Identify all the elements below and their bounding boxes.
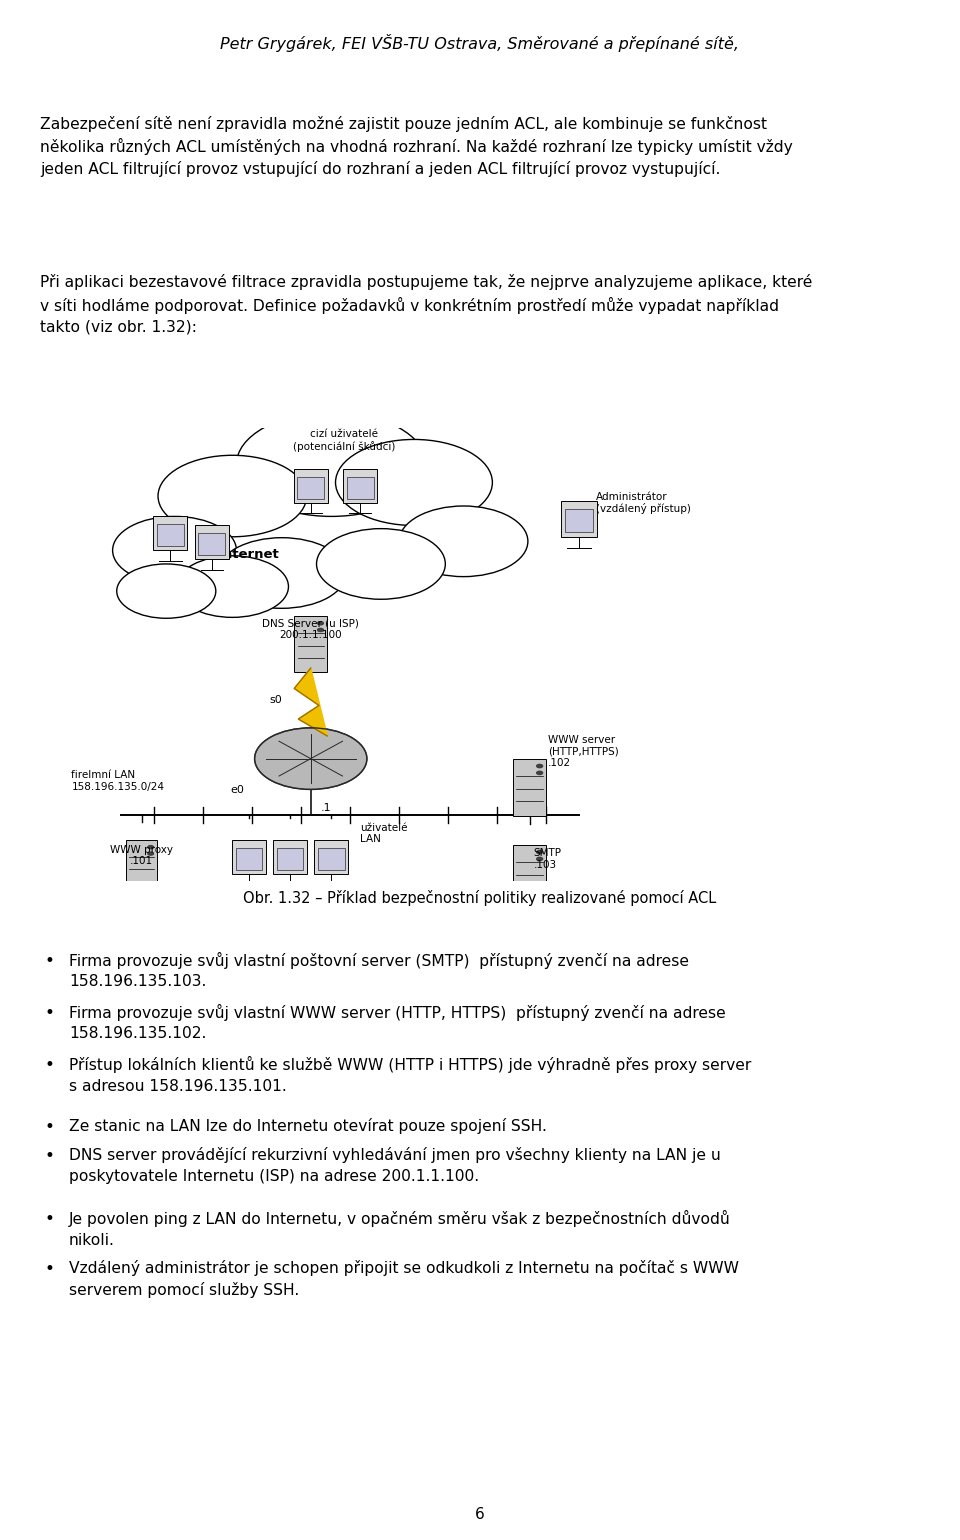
Text: Ze stanic na LAN lze do Internetu otevírat pouze spojení SSH.: Ze stanic na LAN lze do Internetu otevír… xyxy=(69,1118,547,1133)
FancyBboxPatch shape xyxy=(231,841,266,875)
Text: •: • xyxy=(45,1118,55,1137)
Text: Vzdálený administrátor je schopen připojit se odkudkoli z Internetu na počítač s: Vzdálený administrátor je schopen připoj… xyxy=(69,1260,739,1298)
FancyBboxPatch shape xyxy=(294,468,327,504)
Text: •: • xyxy=(45,1004,55,1023)
Text: WWW server
(HTTP,HTTPS)
.102: WWW server (HTTP,HTTPS) .102 xyxy=(548,735,618,768)
Circle shape xyxy=(318,628,324,631)
Text: 6: 6 xyxy=(475,1506,485,1522)
Circle shape xyxy=(148,852,154,855)
Text: Administrátor
(vzdálený přístup): Administrátor (vzdálený přístup) xyxy=(595,491,690,514)
FancyBboxPatch shape xyxy=(276,849,303,870)
Circle shape xyxy=(148,845,154,849)
FancyBboxPatch shape xyxy=(318,849,345,870)
Circle shape xyxy=(112,516,236,584)
Text: Firma provozuje svůj vlastní poštovní server (SMTP)  přístupný zvenčí na adrese
: Firma provozuje svůj vlastní poštovní se… xyxy=(69,952,689,989)
FancyBboxPatch shape xyxy=(347,477,373,499)
Text: Petr Grygárek, FEI VŠB-TU Ostrava, Směrované a přepínané sítě,: Petr Grygárek, FEI VŠB-TU Ostrava, Směro… xyxy=(221,34,739,52)
Text: WWW proxy
.101: WWW proxy .101 xyxy=(110,844,173,867)
FancyBboxPatch shape xyxy=(195,525,228,559)
Circle shape xyxy=(537,858,542,861)
Text: •: • xyxy=(45,1056,55,1075)
Text: e0: e0 xyxy=(230,785,245,795)
Circle shape xyxy=(399,507,528,576)
Text: SMTP
.103: SMTP .103 xyxy=(534,849,562,870)
Circle shape xyxy=(318,622,324,625)
Text: •: • xyxy=(45,952,55,970)
Polygon shape xyxy=(294,668,327,736)
FancyBboxPatch shape xyxy=(513,759,546,816)
Text: Při aplikaci bezestavové filtrace zpravidla postupujeme tak, že nejprve analyzuj: Při aplikaci bezestavové filtrace zpravi… xyxy=(40,274,813,334)
FancyBboxPatch shape xyxy=(561,500,597,537)
Circle shape xyxy=(254,728,367,790)
Circle shape xyxy=(537,850,542,853)
Circle shape xyxy=(218,537,347,608)
Text: Přístup lokálních klientů ke službě WWW (HTTP i HTTPS) jde výhradně přes proxy s: Přístup lokálních klientů ke službě WWW … xyxy=(69,1056,752,1093)
FancyBboxPatch shape xyxy=(235,849,262,870)
Text: •: • xyxy=(45,1147,55,1166)
Circle shape xyxy=(537,772,542,775)
Text: .1: .1 xyxy=(321,802,331,813)
FancyBboxPatch shape xyxy=(154,516,187,550)
FancyBboxPatch shape xyxy=(273,841,307,875)
Circle shape xyxy=(336,439,492,525)
FancyBboxPatch shape xyxy=(513,844,546,902)
Circle shape xyxy=(117,564,216,618)
Text: Firma provozuje svůj vlastní WWW server (HTTP, HTTPS)  přístupný zvenčí na adres: Firma provozuje svůj vlastní WWW server … xyxy=(69,1004,726,1041)
Text: firelmní LAN
158.196.135.0/24: firelmní LAN 158.196.135.0/24 xyxy=(71,770,164,792)
Text: •: • xyxy=(45,1210,55,1229)
FancyBboxPatch shape xyxy=(564,508,593,533)
Circle shape xyxy=(236,413,426,516)
Circle shape xyxy=(317,528,445,599)
FancyBboxPatch shape xyxy=(298,477,324,499)
FancyBboxPatch shape xyxy=(157,524,183,547)
Text: DNS server provádějící rekurzivní vyhledávání jmen pro všechny klienty na LAN je: DNS server provádějící rekurzivní vyhled… xyxy=(69,1147,721,1184)
Text: Zabezpečení sítě není zpravidla možné zajistit pouze jedním ACL, ale kombinuje s: Zabezpečení sítě není zpravidla možné za… xyxy=(40,116,793,177)
Text: Obr. 1.32 – Příklad bezpečnostní politiky realizované pomocí ACL: Obr. 1.32 – Příklad bezpečnostní politik… xyxy=(244,890,716,906)
FancyBboxPatch shape xyxy=(126,841,157,895)
Text: cizí uživatelé
(potenciální škůdci): cizí uživatelé (potenciální škůdci) xyxy=(293,430,395,453)
FancyBboxPatch shape xyxy=(199,533,225,556)
Text: •: • xyxy=(45,1260,55,1278)
FancyBboxPatch shape xyxy=(314,841,348,875)
Circle shape xyxy=(177,556,288,618)
Circle shape xyxy=(158,456,306,537)
FancyBboxPatch shape xyxy=(295,616,327,671)
FancyBboxPatch shape xyxy=(344,468,377,504)
Text: Internet: Internet xyxy=(219,548,279,562)
Text: DNS Server (u ISP)
200.1.1.100: DNS Server (u ISP) 200.1.1.100 xyxy=(262,618,359,641)
Text: Je povolen ping z LAN do Internetu, v opačném směru však z bezpečnostních důvodů: Je povolen ping z LAN do Internetu, v op… xyxy=(69,1210,731,1247)
Text: uživatelé
LAN: uživatelé LAN xyxy=(360,822,408,844)
Circle shape xyxy=(537,764,542,767)
Text: s0: s0 xyxy=(269,695,282,705)
